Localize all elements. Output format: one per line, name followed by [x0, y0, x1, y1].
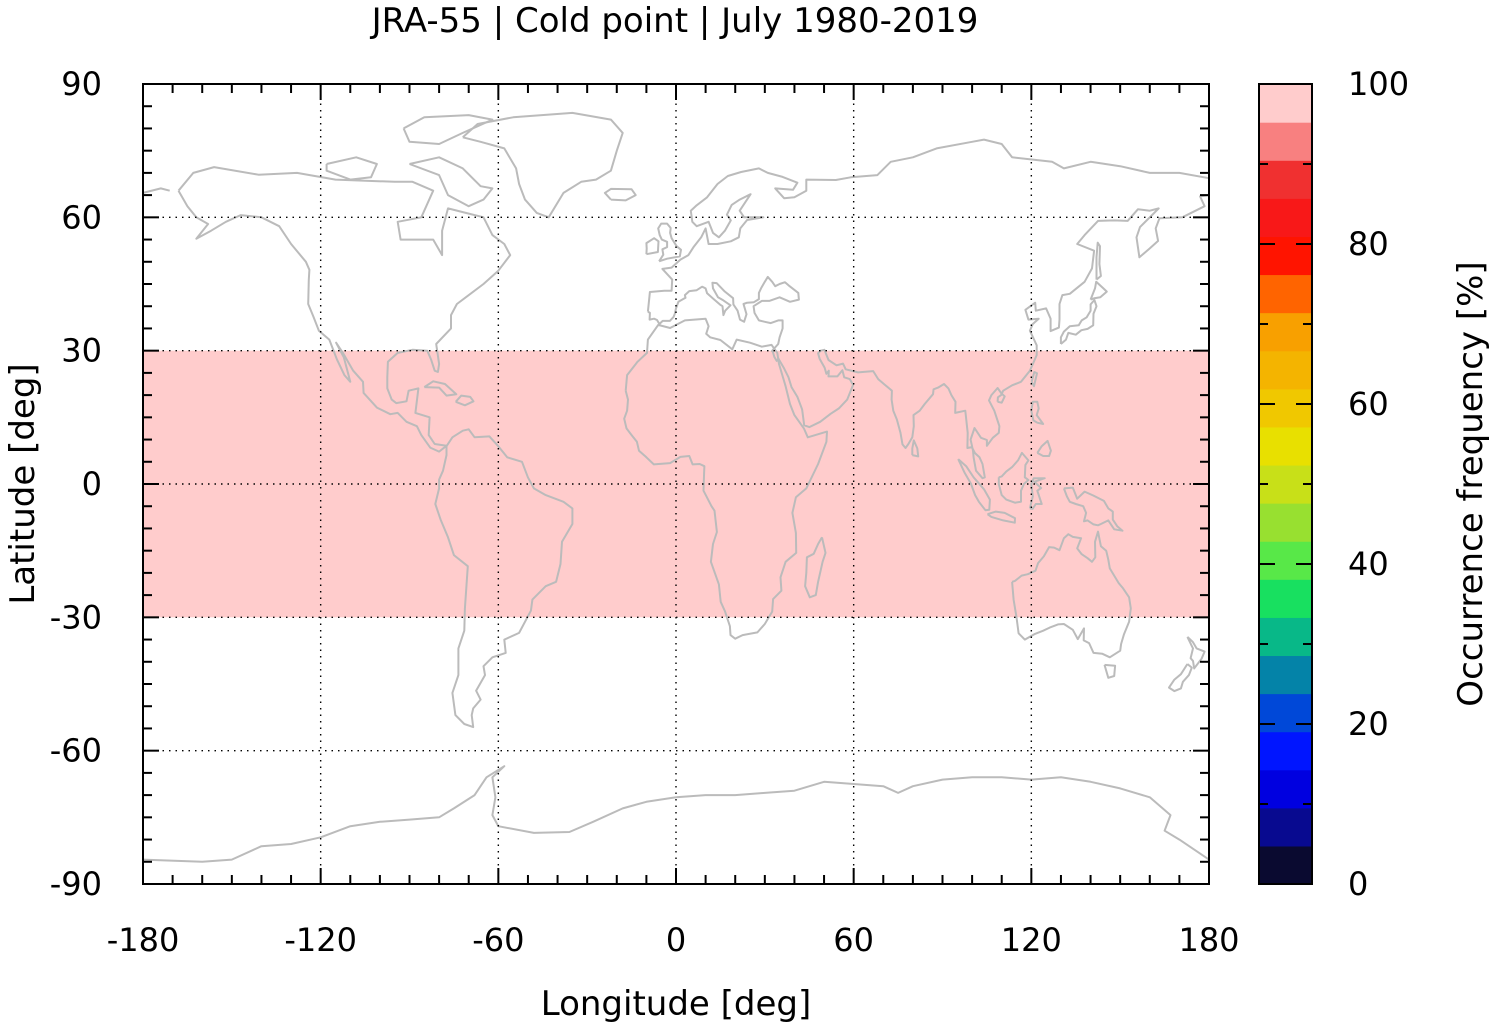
- coastline-eurasia: [646, 138, 1210, 312]
- y-tick-label: -30: [50, 598, 102, 636]
- plot-area: [142, 83, 1210, 885]
- colorbar-bin: [1259, 350, 1312, 390]
- coastline-victoria-is: [325, 156, 378, 181]
- colorbar-bin: [1259, 312, 1312, 352]
- x-tick-label: 180: [1178, 921, 1239, 959]
- y-tick-label: 60: [61, 198, 102, 236]
- colorbar-bin: [1259, 160, 1312, 199]
- chart-title: JRA-55 | Cold point | July 1980-2019: [370, 1, 979, 41]
- coastline-hainan: [996, 393, 1006, 404]
- coastline-mindanao: [1036, 439, 1052, 457]
- colorbar-bin: [1259, 274, 1312, 314]
- y-tick-label: 0: [82, 465, 102, 503]
- colorbar-tick-label: 20: [1348, 705, 1389, 743]
- colorbar-tick-label: 80: [1348, 225, 1389, 263]
- coastline-japan: [1059, 299, 1098, 345]
- coastline-eurasia-east: [142, 187, 170, 194]
- coastline-sri-lanka: [911, 439, 920, 458]
- colorbar-bin: [1259, 84, 1312, 123]
- coastline-hokkaido: [1089, 280, 1108, 301]
- coastline-africa: [623, 317, 828, 640]
- colorbar-tick-label: 100: [1348, 65, 1409, 103]
- plot-ticks: [142, 83, 1210, 885]
- coastline-sumatra: [957, 458, 991, 512]
- colorbar-tick-label: 60: [1348, 385, 1389, 423]
- colorbar-bin: [1259, 731, 1312, 771]
- colorbar-bin: [1259, 198, 1312, 237]
- colorbar: 0 20 40 60 80 100 Occurrence frequency [%]: [1258, 65, 1491, 903]
- coastline-luzon: [1030, 400, 1045, 425]
- colorbar-bin: [1259, 541, 1312, 580]
- x-tick-label: -180: [107, 921, 180, 959]
- colorbar-bin: [1259, 503, 1312, 542]
- x-tick-label: 0: [666, 921, 686, 959]
- x-axis-label: Longitude [deg]: [541, 984, 812, 1024]
- colorbar-bin: [1259, 807, 1312, 847]
- y-axis-label: Latitude [deg]: [3, 363, 43, 604]
- coastline-britain: [657, 222, 682, 263]
- colorbar-frame: [1258, 83, 1313, 885]
- coastline-new-guinea: [1062, 486, 1124, 532]
- colorbar-bin: [1259, 236, 1312, 276]
- colorbar-bin: [1259, 388, 1312, 428]
- coastline-eurasia-pacific: [647, 194, 1210, 480]
- coastline-sakhalin: [1095, 241, 1102, 281]
- colorbar-bin: [1259, 655, 1312, 695]
- x-tick-label: 120: [1001, 921, 1062, 959]
- coastline-greenland: [462, 111, 624, 219]
- y-tick-label: 90: [61, 65, 102, 103]
- colorbar-bin: [1259, 845, 1312, 885]
- x-tick-label: -120: [284, 921, 357, 959]
- y-tick-label: -90: [50, 865, 102, 903]
- coastline-nz-north: [1186, 636, 1206, 670]
- colorbar-bin: [1259, 617, 1312, 657]
- colorbar-tick-label: 0: [1348, 865, 1368, 903]
- coastline-iceland: [603, 187, 637, 202]
- coastline-sulawesi: [1028, 477, 1046, 510]
- coastline-taiwan: [1030, 371, 1038, 388]
- colorbar-bins: [1259, 84, 1312, 885]
- coastline-cuba: [423, 380, 458, 397]
- y-tick-label: -60: [50, 732, 102, 770]
- colorbar-bin: [1259, 426, 1312, 466]
- coastline-hispaniola: [454, 394, 475, 407]
- coastline-antarctica: [142, 765, 1210, 863]
- coastline-borneo: [997, 451, 1030, 504]
- coastline-baffin: [409, 156, 494, 208]
- coastlines: [142, 111, 1210, 863]
- coastline-ireland: [645, 237, 660, 256]
- coastline-nz-south: [1168, 663, 1193, 693]
- coastline-tasmania: [1103, 663, 1117, 679]
- x-tick-label: 60: [833, 921, 874, 959]
- colorbar-label: Occurrence frequency [%]: [1451, 261, 1491, 706]
- plot-frame: [142, 83, 1210, 885]
- y-tick-labels: 90 60 30 0 -30 -60 -90: [50, 65, 102, 903]
- coastline-madagascar: [804, 536, 827, 599]
- x-tick-labels: -180 -120 -60 0 60 120 180: [107, 921, 1240, 959]
- colorbar-tick-labels: 0 20 40 60 80 100: [1348, 65, 1409, 903]
- colorbar-bin: [1259, 769, 1312, 809]
- x-tick-label: -60: [472, 921, 524, 959]
- colorbar-bin: [1259, 579, 1312, 618]
- coastline-java: [986, 510, 1016, 524]
- coastline-ellesmere: [402, 114, 494, 145]
- y-tick-label: 30: [61, 332, 102, 370]
- coastline-south-america: [434, 428, 574, 729]
- colorbar-tick-label: 40: [1348, 545, 1389, 583]
- colorbar-bin: [1259, 693, 1312, 733]
- gridlines: [143, 84, 1209, 884]
- coastline-north-america: [177, 166, 512, 453]
- coastline-australia: [1011, 530, 1132, 659]
- colorbar-bin: [1259, 122, 1312, 161]
